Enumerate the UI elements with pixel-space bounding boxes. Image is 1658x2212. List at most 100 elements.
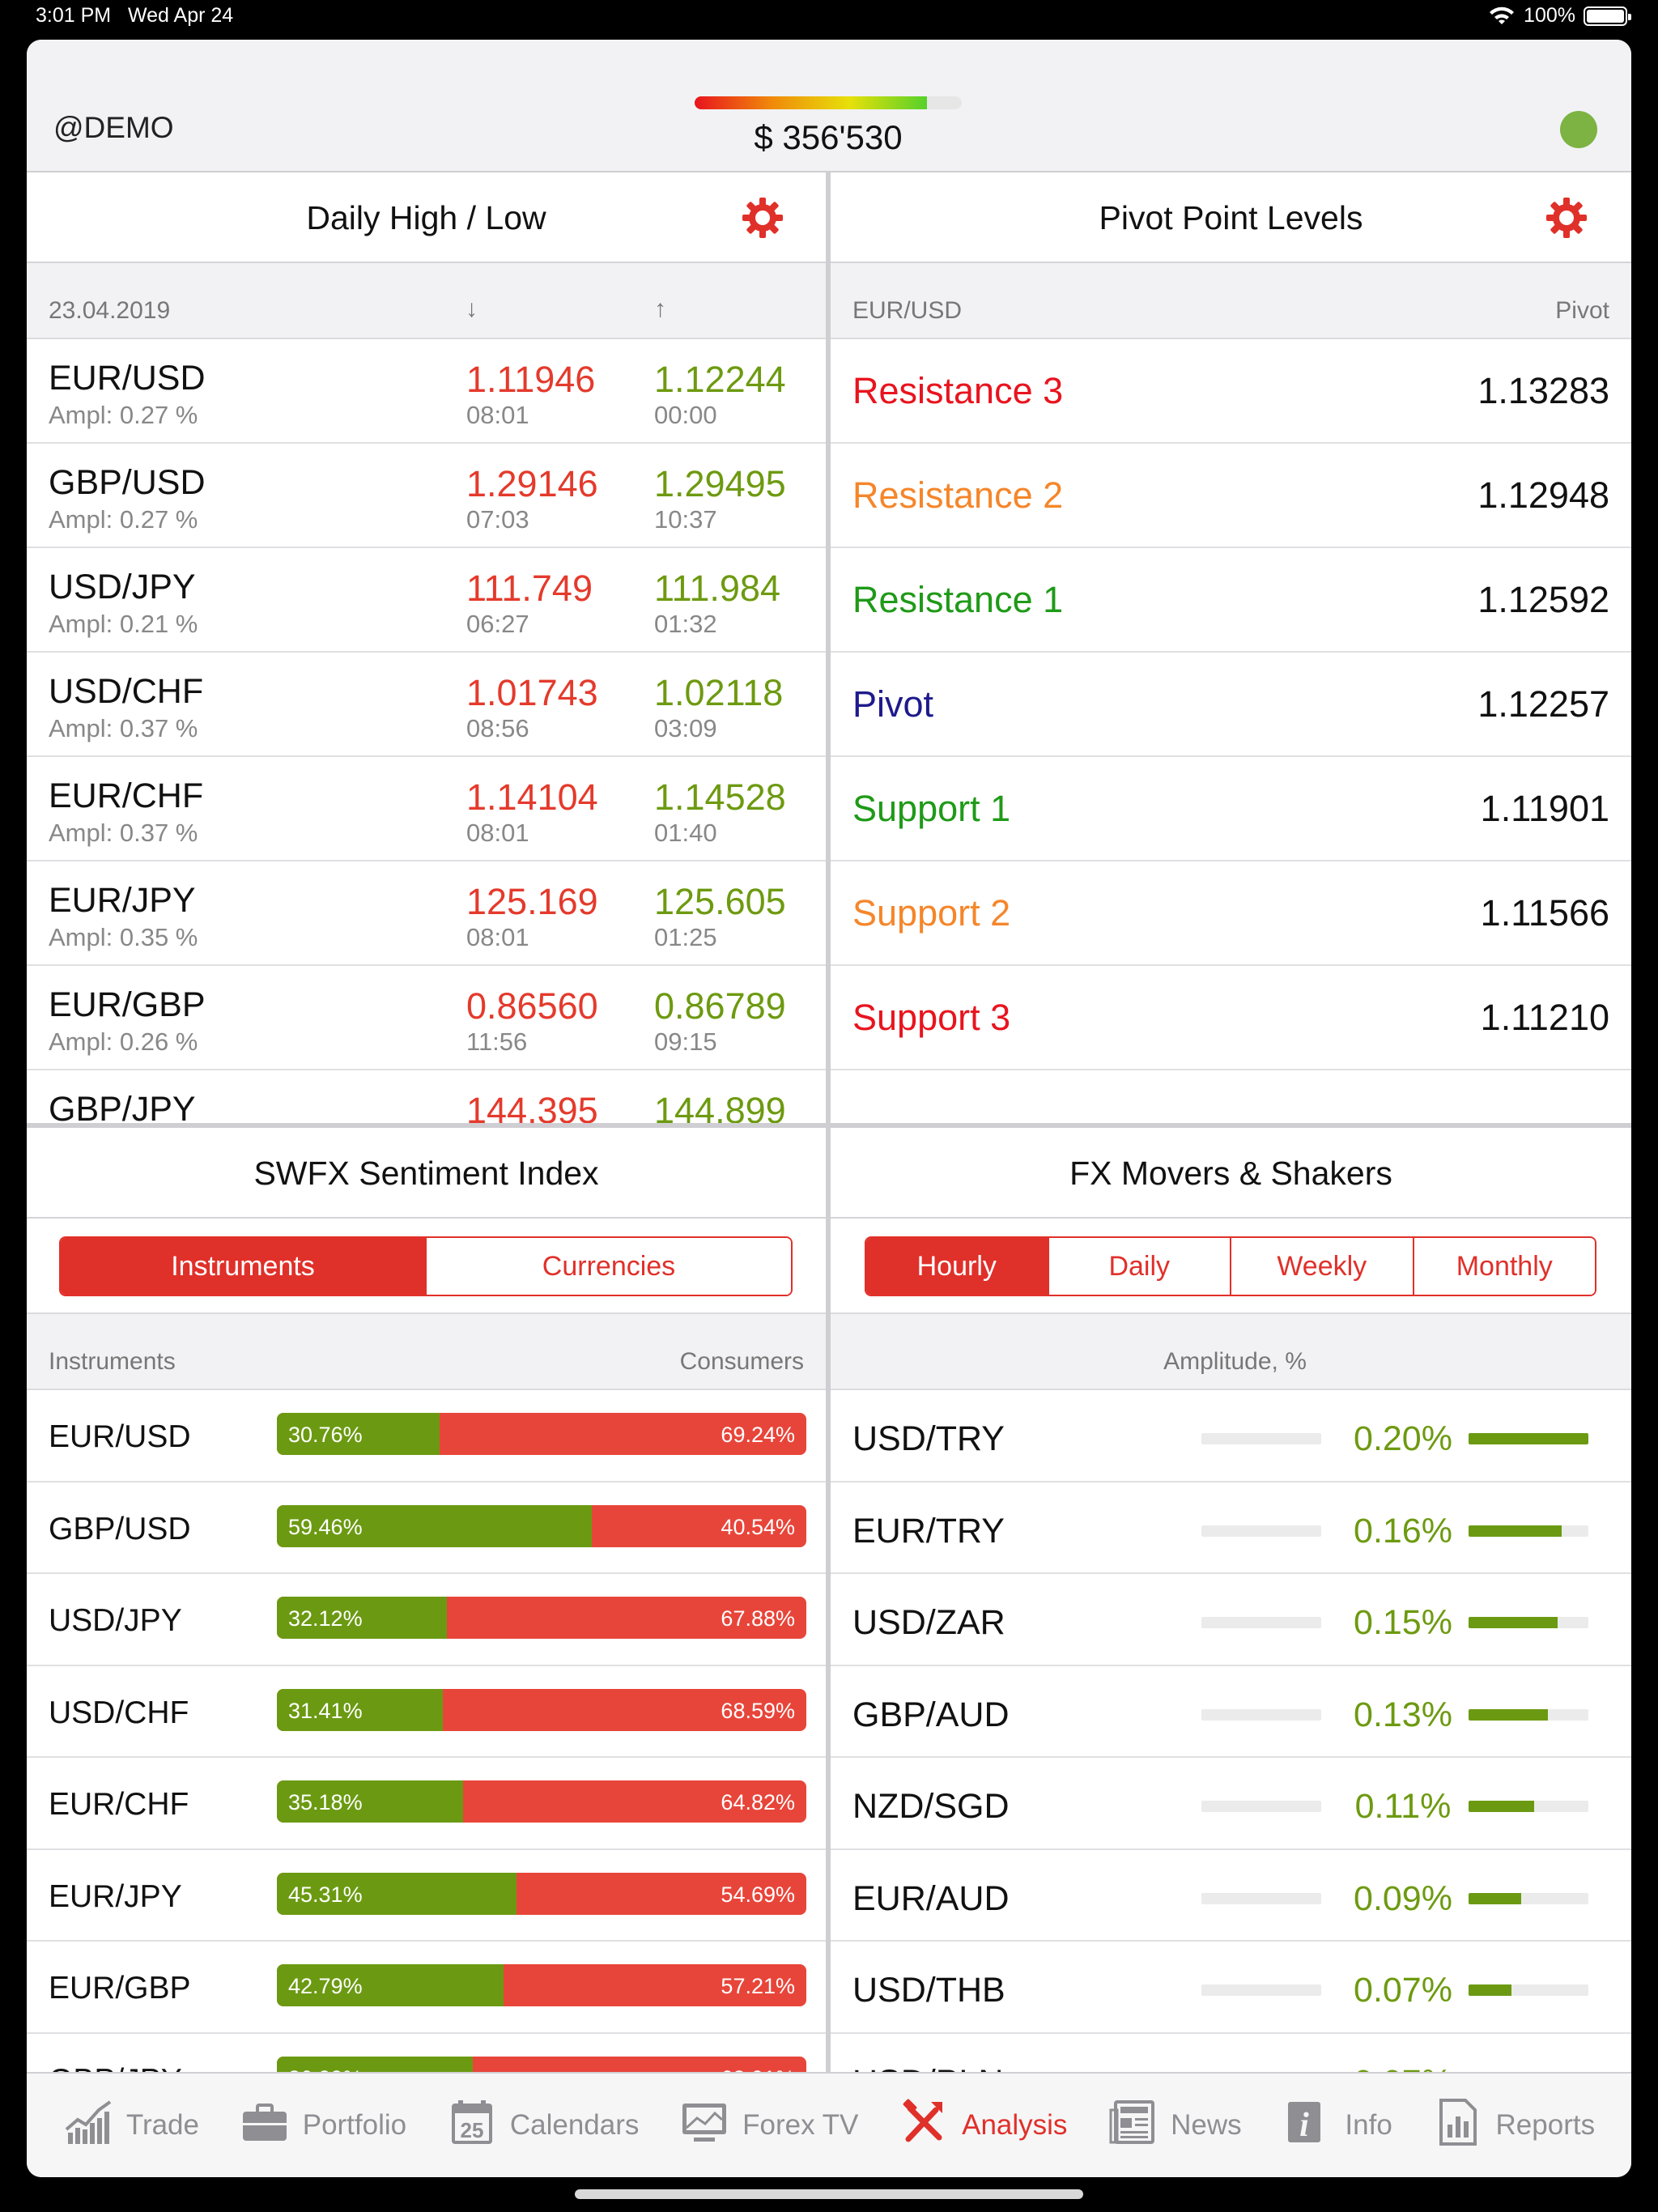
daily-row[interactable]: GBP/JPY 144.395 144.899 <box>27 1070 826 1123</box>
daily-low-time: 08:01 <box>466 923 529 951</box>
mover-row[interactable]: USD/THB 0.07% <box>831 1942 1631 2034</box>
sentiment-tab-currencies[interactable]: Currencies <box>425 1238 791 1295</box>
tab-portfolio[interactable]: Portfolio <box>240 2097 406 2155</box>
sentiment-row[interactable]: EUR/GBP 42.79% 57.21% <box>27 1942 826 2034</box>
tab-trade[interactable]: Trade <box>63 2097 199 2155</box>
amplitude-value: 0.15% <box>1354 1603 1452 1642</box>
instrument-symbol: GBP/USD <box>49 1511 191 1546</box>
tools-icon <box>899 2097 949 2155</box>
daily-row[interactable]: EUR/CHF Ampl: 0.37 % 1.14104 08:01 1.14528 01… <box>27 757 826 861</box>
daily-row[interactable]: USD/JPY Ampl: 0.21 % 111.749 06:27 111.984 01… <box>27 548 826 653</box>
chart-icon <box>63 2097 113 2155</box>
sentiment-row[interactable]: USD/JPY 32.12% 67.88% <box>27 1574 826 1666</box>
amplitude-positive-track <box>1469 1617 1588 1628</box>
mover-row[interactable]: GBP/AUD 0.13% <box>831 1666 1631 1758</box>
amplitude-positive-track <box>1469 1433 1588 1444</box>
mover-row[interactable]: NZD/SGD 0.11% <box>831 1758 1631 1850</box>
sentiment-column-header: Instruments Consumers <box>27 1314 826 1390</box>
instrument-symbol: EUR/GBP <box>49 1971 191 2006</box>
amplitude-negative-track <box>1201 1801 1321 1812</box>
horizontal-divider <box>27 1123 1631 1128</box>
amplitude-value: 0.13% <box>1354 1695 1452 1734</box>
amplitude-positive-track <box>1469 1984 1588 1996</box>
pivot-level-value: 1.12948 <box>1477 474 1609 516</box>
tab-forex-tv[interactable]: Forex TV <box>679 2097 858 2155</box>
movers-tab-monthly[interactable]: Monthly <box>1412 1238 1595 1295</box>
daily-row[interactable]: GBP/USD Ampl: 0.27 % 1.29146 07:03 1.29495 10… <box>27 444 826 548</box>
daily-high-time: 01:32 <box>654 610 717 638</box>
amplitude-fill <box>1469 1617 1558 1628</box>
daily-low-value: 1.29146 <box>466 463 598 504</box>
amplitude-value: 0.20% <box>1354 1419 1452 1458</box>
movers-tab-daily[interactable]: Daily <box>1047 1238 1230 1295</box>
amplitude-text: Ampl: 0.37 % <box>49 819 198 847</box>
daily-high-time: 01:40 <box>654 819 717 847</box>
tab-news[interactable]: News <box>1107 2097 1242 2155</box>
instrument-symbol: EUR/JPY <box>49 881 196 920</box>
sentiment-short-label: 69.24% <box>721 1423 795 1447</box>
tab-reports[interactable]: Reports <box>1433 2097 1595 2155</box>
home-indicator[interactable] <box>575 2189 1083 2199</box>
amplitude-text: Ampl: 0.37 % <box>49 714 198 742</box>
sentiment-long-fill <box>277 1964 504 2006</box>
sentiment-tab-instruments[interactable]: Instruments <box>61 1238 425 1295</box>
vertical-divider <box>826 172 831 2072</box>
sentiment-short-label: 68.59% <box>721 1698 795 1723</box>
daily-row[interactable]: EUR/JPY Ampl: 0.35 % 125.169 08:01 125.605 01… <box>27 861 826 966</box>
sentiment-long-fill <box>277 1780 464 1823</box>
tab-label: Calendars <box>509 2109 640 2141</box>
mover-row[interactable]: EUR/TRY 0.16% <box>831 1482 1631 1574</box>
mover-row[interactable]: EUR/AUD 0.09% <box>831 1850 1631 1942</box>
sentiment-row[interactable]: GBP/USD 59.46% 40.54% <box>27 1482 826 1574</box>
amplitude-fill <box>1469 1525 1562 1537</box>
amplitude-positive-track <box>1469 1892 1588 1904</box>
instrument-symbol: EUR/AUD <box>852 1878 1010 1918</box>
sentiment-short-label: 40.54% <box>721 1514 795 1539</box>
mover-row[interactable]: USD/ZAR 0.15% <box>831 1574 1631 1666</box>
sentiment-column-left: Instruments <box>49 1348 176 1375</box>
tab-info[interactable]: i Info <box>1282 2097 1392 2155</box>
pivot-row: Resistance 3 1.13283 <box>831 339 1631 444</box>
movers-column-header: Amplitude, % <box>831 1314 1631 1390</box>
sentiment-row[interactable]: EUR/CHF 35.18% 64.82% <box>27 1758 826 1850</box>
equity-meter <box>695 96 962 109</box>
gear-icon[interactable] <box>742 197 784 239</box>
instrument-symbol: USD/PLN <box>852 2063 1003 2073</box>
daily-row[interactable]: EUR/USD Ampl: 0.27 % 1.11946 08:01 1.12244 00… <box>27 339 826 444</box>
daily-row[interactable]: USD/CHF Ampl: 0.37 % 1.01743 08:56 1.02118 03… <box>27 653 826 757</box>
instrument-symbol: GBP/JPY <box>49 1090 196 1123</box>
pivot-row: Support 3 1.11210 <box>831 966 1631 1070</box>
pivot-instrument[interactable]: EUR/USD <box>852 297 963 324</box>
sentiment-long-label: 45.31% <box>288 1882 363 1907</box>
sentiment-row[interactable]: USD/CHF 31.41% 68.59% <box>27 1666 826 1758</box>
mover-row[interactable]: USD/TRY 0.20% <box>831 1390 1631 1482</box>
status-bar: 3:01 PM Wed Apr 24 100% <box>0 0 1658 36</box>
tab-analysis[interactable]: Analysis <box>899 2097 1067 2155</box>
pivot-level-value: 1.11210 <box>1480 997 1609 1038</box>
sentiment-short-label: 67.88% <box>721 1606 795 1631</box>
sentiment-long-fill <box>277 1413 440 1455</box>
movers-tab-weekly[interactable]: Weekly <box>1230 1238 1413 1295</box>
tab-label: Analysis <box>962 2109 1068 2141</box>
movers-tab-hourly[interactable]: Hourly <box>866 1238 1048 1295</box>
sentiment-row[interactable]: GBP/JPY 36.99% 63.01% <box>27 2034 826 2072</box>
instrument-symbol: USD/THB <box>852 1971 1005 2010</box>
sentiment-long-fill <box>277 1688 444 1731</box>
amplitude-text: Ampl: 0.26 % <box>49 1027 198 1056</box>
instrument-symbol: USD/TRY <box>852 1419 1005 1458</box>
amplitude-value: 0.07% <box>1326 2063 1480 2073</box>
daily-row[interactable]: EUR/GBP Ampl: 0.26 % 0.86560 11:56 0.86789 09… <box>27 966 826 1070</box>
sentiment-segment-area: Instruments Currencies <box>27 1219 826 1314</box>
instrument-symbol: EUR/GBP <box>49 985 206 1024</box>
mover-row[interactable]: USD/PLN 0.07% <box>831 2034 1631 2073</box>
account-name[interactable]: @DEMO <box>53 111 174 144</box>
battery-icon <box>1584 6 1631 26</box>
sentiment-row[interactable]: EUR/USD 30.76% 69.24% <box>27 1390 826 1482</box>
svg-text:25: 25 <box>460 2118 483 2142</box>
tab-calendars[interactable]: 25 Calendars <box>447 2097 640 2155</box>
sentiment-row[interactable]: EUR/JPY 45.31% 54.69% <box>27 1850 826 1942</box>
gear-icon[interactable] <box>1545 197 1588 239</box>
pivot-row: Support 2 1.11566 <box>831 861 1631 966</box>
amplitude-positive-track <box>1469 1525 1588 1537</box>
daily-high-time: 10:37 <box>654 505 717 534</box>
